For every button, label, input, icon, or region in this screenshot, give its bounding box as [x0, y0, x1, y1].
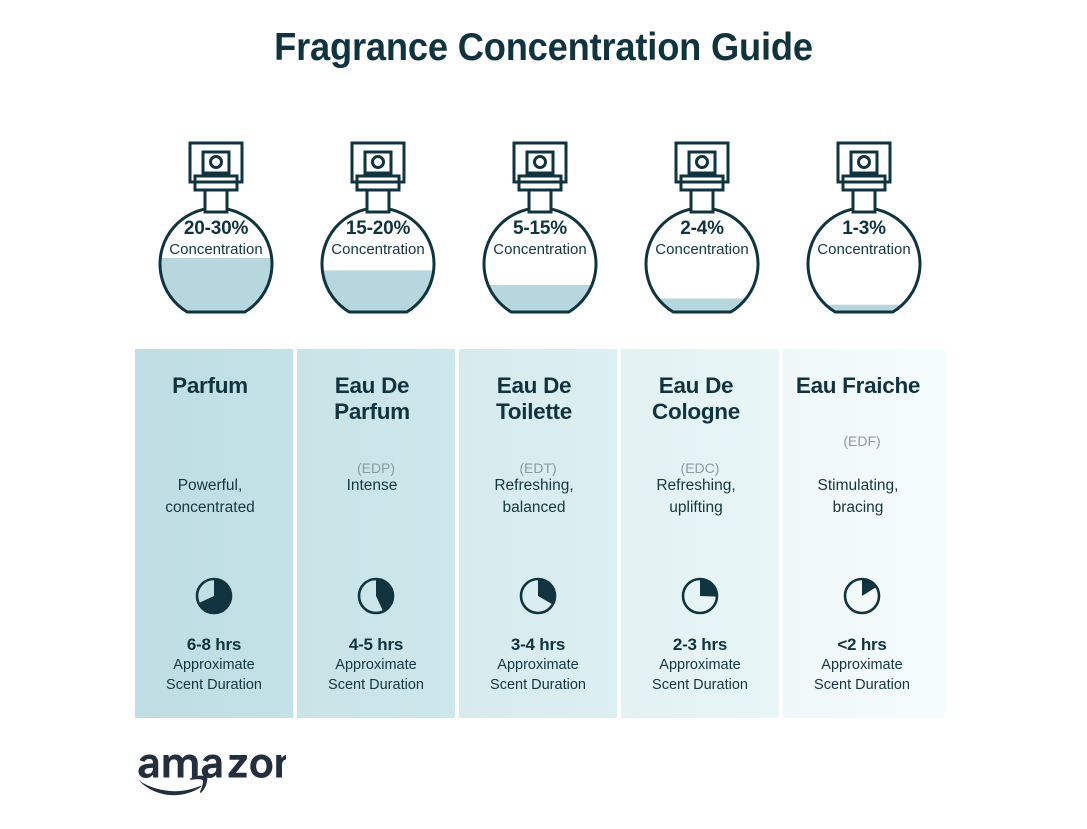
bottle-2: 15-20% Concentration	[297, 138, 459, 338]
duration-label: Approximate Scent Duration	[328, 657, 424, 693]
card-title: Eau De Toilette	[496, 373, 572, 425]
duration-icon-wrap	[135, 574, 293, 618]
sprayer-hole-icon	[209, 155, 223, 169]
fragrance-card-3[interactable]: Eau De Toilette (EDT) Refreshing, balance…	[459, 349, 621, 718]
duration-label: Approximate Scent Duration	[814, 657, 910, 693]
fragrance-card-2[interactable]: Eau De Parfum (EDP) Intense 4-5 hrs Appr…	[297, 349, 459, 718]
card-abbreviation: (EDF)	[843, 433, 881, 449]
bottle-liquid	[322, 270, 435, 312]
card-title: Eau De Parfum	[334, 373, 410, 425]
duration-icon-wrap	[459, 574, 617, 618]
fragrance-card-5[interactable]: Eau Fraiche (EDF) Stimulating, bracing <2…	[783, 349, 945, 718]
bottle-liquid	[808, 304, 921, 312]
clock-pie-icon	[357, 577, 395, 615]
bottle-graphic	[158, 141, 274, 314]
bottles-row: 20-30% Concentration	[135, 138, 945, 338]
bottle-cap	[350, 141, 406, 184]
sprayer-hole-icon	[695, 155, 709, 169]
page-title: Fragrance Concentration Guide	[274, 26, 813, 69]
card-title: Eau De Cologne	[652, 373, 740, 425]
clock-pie-icon	[519, 577, 557, 615]
bottle-3: 5-15% Concentration	[459, 138, 621, 338]
bottle-graphic	[320, 141, 436, 314]
bottle-cap	[188, 141, 244, 184]
bottle-cap	[512, 141, 568, 184]
sprayer-hole-icon	[371, 155, 385, 169]
bottle-graphic	[806, 141, 922, 314]
card-description: Stimulating, bracing	[817, 477, 899, 517]
bottle-liquid	[160, 257, 273, 312]
duration-value: 3-4 hrs	[510, 635, 566, 654]
card-abbreviation	[135, 431, 293, 452]
clock-wedge	[198, 579, 231, 613]
clock-pie-icon	[681, 577, 719, 615]
cards-row: Parfum Powerful, concentrated 6-8 hrs App…	[135, 349, 945, 718]
card-abbreviation: (EDP)	[356, 460, 396, 476]
card-description: Intense	[346, 477, 398, 494]
bottle-4: 2-4% Concentration	[621, 138, 783, 338]
bottle-cap	[836, 141, 892, 184]
duration-value: 4-5 hrs	[348, 635, 404, 654]
duration-label: Approximate Scent Duration	[652, 657, 748, 693]
clock-wedge	[862, 579, 877, 596]
duration-value: <2 hrs	[837, 635, 887, 654]
bottle-body-outline	[644, 206, 760, 314]
clock-pie-icon	[195, 577, 233, 615]
clock-wedge	[376, 579, 393, 612]
fragrance-card-1[interactable]: Parfum Powerful, concentrated 6-8 hrs App…	[135, 349, 297, 718]
amazon-logo	[136, 745, 297, 797]
bottle-cap	[674, 141, 730, 184]
card-abbreviation: (EDT)	[519, 460, 557, 476]
duration-label: Approximate Scent Duration	[490, 657, 586, 693]
clock-wedge	[700, 579, 717, 597]
card-title: Parfum	[172, 373, 248, 398]
card-description: Refreshing, balanced	[494, 477, 574, 517]
sprayer-hole-icon	[533, 155, 547, 169]
bottle-liquid	[646, 298, 759, 312]
fragrance-card-4[interactable]: Eau De Cologne (EDC) Refreshing, upliftin…	[621, 349, 783, 718]
duration-icon-wrap	[621, 574, 779, 618]
sprayer-hole-icon	[857, 155, 871, 169]
duration-icon-wrap	[783, 574, 941, 618]
duration-value: 2-3 hrs	[672, 635, 728, 654]
bottle-graphic	[644, 141, 760, 314]
card-abbreviation: (EDC)	[680, 460, 720, 476]
duration-label: Approximate Scent Duration	[166, 657, 262, 693]
card-description: Powerful, concentrated	[165, 477, 255, 517]
bottle-1: 20-30% Concentration	[135, 138, 297, 338]
bottle-5: 1-3% Concentration	[783, 138, 945, 338]
card-description: Refreshing, uplifting	[656, 477, 736, 517]
clock-wedge	[538, 579, 555, 605]
clock-pie-icon	[843, 577, 881, 615]
card-title: Eau Fraiche	[795, 373, 921, 398]
duration-value: 6-8 hrs	[186, 635, 242, 654]
bottle-body-outline	[806, 206, 922, 314]
duration-icon-wrap	[297, 574, 455, 618]
bottle-graphic	[482, 141, 598, 314]
